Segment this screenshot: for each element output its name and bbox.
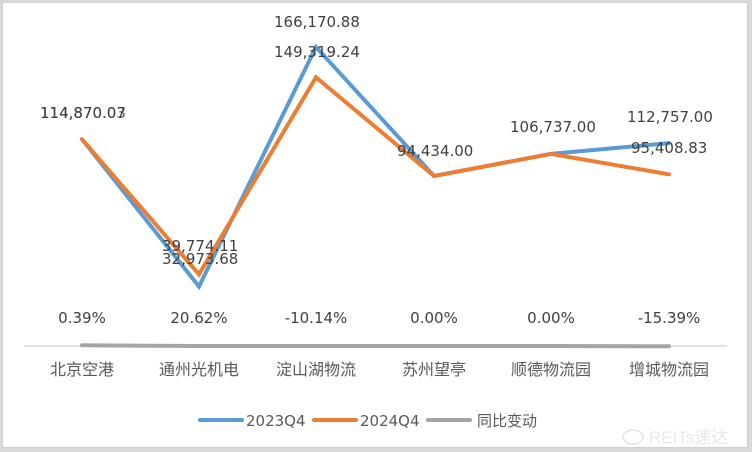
label-yoy-4: 0.00% — [527, 309, 575, 327]
legend: 2023Q4 2024Q4 同比变动 — [198, 412, 537, 430]
label-2024q4-1: 39,774.11 — [162, 237, 238, 255]
x-tick-3: 苏州望亭 — [402, 360, 466, 379]
label-yoy-3: 0.00% — [410, 309, 458, 327]
legend-label-yoy: 同比变动 — [477, 412, 537, 430]
label-yoy-1: 20.62% — [170, 309, 227, 327]
watermark: REITs速达 — [622, 428, 728, 447]
x-tick-5: 增城物流园 — [629, 360, 709, 379]
series-2023q4-line — [80, 43, 671, 291]
label-yoy-2: -10.14% — [285, 309, 348, 327]
weibo-icon — [622, 429, 644, 445]
legend-label-2023q4: 2023Q4 — [246, 412, 306, 430]
label-2023q4-3: 94,434.00 — [397, 142, 473, 160]
legend-label-2024q4: 2024Q4 — [360, 412, 420, 430]
label-2023q4-2: 166,170.88 — [274, 13, 360, 31]
legend-item-yoy[interactable]: 同比变动 — [426, 412, 537, 430]
x-tick-1: 通州光机电 — [159, 360, 239, 379]
label-2024q4-2: 149,319.24 — [274, 43, 360, 61]
x-tick-0: 北京空港 — [50, 360, 114, 379]
chart-frame — [2, 2, 748, 448]
legend-item-2024q4[interactable]: 2024Q4 — [312, 412, 420, 430]
label-2023q4-5: 112,757.00 — [627, 108, 713, 126]
label-2023q4-4: 106,737.00 — [510, 118, 596, 136]
label-2024q4-0: 114,870.03 — [40, 104, 126, 122]
label-2024q4-5: 95,408.83 — [631, 139, 707, 157]
label-2023q4-0: 114,870.07 — [40, 104, 126, 122]
x-tick-2: 淀山湖物流 — [276, 360, 356, 379]
label-2023q4-1: 32,973.68 — [162, 250, 238, 268]
label-yoy-5: -15.39% — [638, 309, 701, 327]
series-2024q4-line — [80, 74, 671, 278]
label-yoy-0: 0.39% — [58, 309, 106, 327]
legend-item-2023q4[interactable]: 2023Q4 — [198, 412, 306, 430]
series-yoy-line — [80, 343, 671, 349]
watermark-text: REITs速达 — [649, 428, 728, 447]
x-tick-4: 顺德物流园 — [511, 360, 591, 379]
